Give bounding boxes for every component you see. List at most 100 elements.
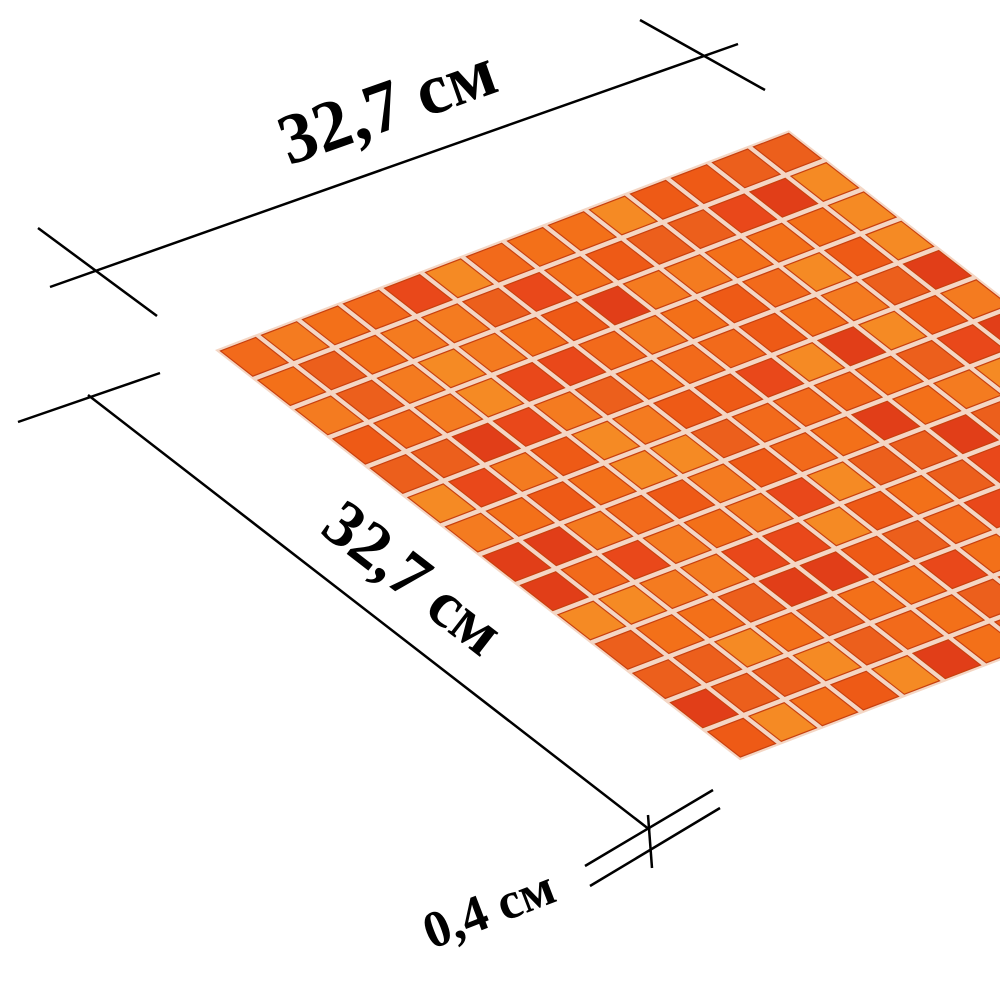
mosaic-tile (847, 445, 918, 486)
mosaic-tile (543, 256, 614, 297)
mosaic-tile (499, 316, 570, 357)
mosaic-tile (870, 654, 941, 695)
mosaic-tile (752, 132, 823, 173)
mosaic-tile (604, 494, 675, 535)
mosaic-tile (765, 476, 836, 518)
mosaic-tile (297, 350, 368, 391)
mosaic-tile (741, 267, 812, 308)
mosaic-tile (833, 625, 904, 666)
mosaic-tile (465, 242, 536, 283)
mosaic-tile (932, 369, 1000, 410)
mosaic-tile (895, 339, 966, 380)
mosaic-tile (601, 539, 672, 580)
mosaic-tile (956, 578, 1000, 619)
mosaic-tile (406, 483, 477, 524)
mosaic-tile (700, 283, 771, 324)
mosaic-tile (638, 569, 709, 610)
mosaic-tile (331, 424, 402, 465)
mosaic-sheet (215, 130, 1000, 761)
mosaic-tile (874, 609, 945, 650)
mosaic-tile (717, 582, 788, 623)
mosaic-tile (608, 449, 679, 490)
mesh-backing (215, 130, 1000, 761)
mosaic-tile (529, 436, 600, 477)
mosaic-tile (629, 179, 700, 220)
mosaic-tile (540, 301, 611, 342)
mosaic-tile (911, 639, 982, 680)
mosaic-tile (748, 177, 819, 218)
mosaic-tile (649, 434, 720, 475)
mosaic-tile (820, 281, 891, 322)
mosaic-tile (560, 555, 631, 596)
mosaic-tile (881, 519, 952, 560)
mosaic-tile (707, 193, 778, 234)
mosaic-tile (615, 359, 686, 400)
mosaic-tile (652, 389, 723, 430)
mosaic-tile (372, 408, 443, 450)
mosaic-tile (656, 344, 727, 385)
mosaic-tile (444, 512, 515, 553)
mosaic-tile (547, 211, 618, 252)
mosaic-tile (802, 506, 873, 547)
mosaic-tile (588, 195, 659, 236)
mosaic-tile (670, 164, 741, 205)
mosaic-tile (574, 375, 645, 416)
mosaic-tile (631, 659, 702, 700)
mosaic-tile (738, 312, 809, 353)
mosaic-tile (693, 373, 764, 414)
dimension-tick (37, 226, 158, 318)
mosaic-tile (877, 564, 948, 605)
mosaic-tile (782, 251, 853, 293)
mosaic-tile (918, 549, 989, 590)
mosaic-tile (799, 551, 870, 592)
mosaic-tile (724, 492, 795, 533)
mosaic-tile (522, 526, 593, 567)
mosaic-tile (713, 627, 784, 668)
mosaic-tile (533, 391, 604, 432)
thickness-line (589, 806, 721, 888)
mosaic-tile (618, 314, 689, 355)
mosaic-tile (792, 641, 863, 682)
mosaic-tile (977, 308, 1000, 349)
mosaic-tile (970, 398, 1000, 439)
mosaic-tile (959, 533, 1000, 574)
mosaic-tile (611, 404, 682, 445)
mosaic-tile (711, 148, 782, 189)
mosaic-tile (659, 299, 730, 340)
mosaic-tile (720, 537, 791, 578)
mosaic-tile (829, 670, 900, 711)
mosaic-tile (577, 330, 648, 371)
mosaic-tile (622, 269, 693, 310)
mosaic-tile (492, 406, 563, 447)
mosaic-tile (342, 289, 413, 330)
mosaic-tile (929, 414, 1000, 455)
mosaic-tile (888, 429, 959, 470)
dimension-line (87, 394, 651, 831)
mosaic-tile (775, 341, 846, 383)
mosaic-tile (884, 474, 955, 515)
mosaic-tile (806, 461, 877, 502)
mosaic-tile (697, 328, 768, 369)
mosaic-tile (902, 249, 973, 290)
mosaic-tile (420, 303, 491, 344)
dimension-line (49, 42, 739, 289)
mosaic-tile (813, 371, 884, 412)
mosaic-tile (597, 584, 668, 625)
mosaic-tile (857, 310, 928, 351)
mosaic-tile (488, 451, 559, 492)
mosaic-tile (854, 355, 925, 396)
mosaic-tile (413, 393, 484, 434)
mosaic-tile (219, 336, 290, 377)
mosaic-tile (734, 357, 805, 398)
mosaic-tile (731, 402, 802, 443)
mosaic-tile (676, 598, 747, 639)
mosaic-tile (536, 346, 607, 387)
mosaic-tile (502, 271, 573, 312)
mosaic-tile (963, 488, 1000, 529)
mosaic-tile (706, 717, 777, 758)
mosaic-tile (424, 258, 495, 299)
mosaic-tile (672, 643, 743, 684)
mosaic-tile (335, 379, 406, 420)
mosaic-tile (338, 334, 409, 375)
